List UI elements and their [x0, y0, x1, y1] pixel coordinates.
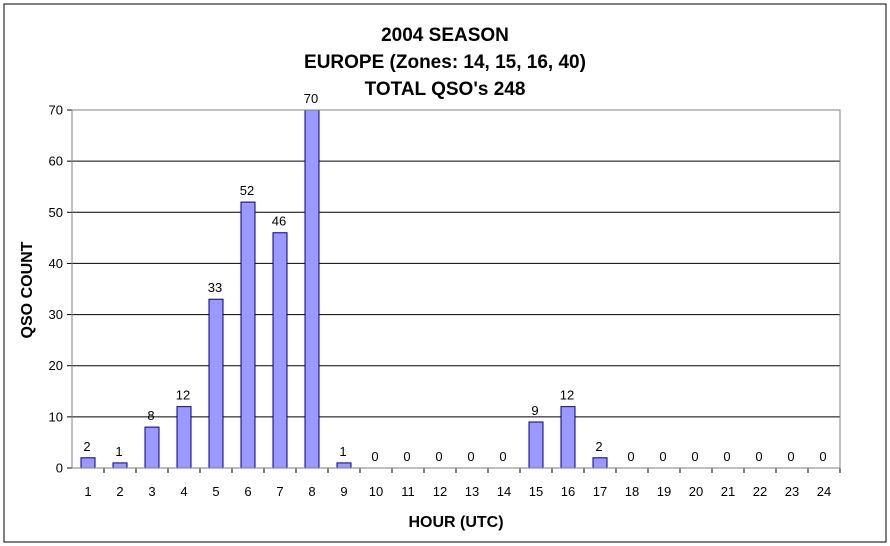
- x-tick-label: 1: [84, 484, 91, 499]
- plot-area: [71, 109, 841, 469]
- bar-hour-16: [560, 406, 576, 469]
- bar-hour-3: [144, 426, 160, 469]
- x-tick-label: 13: [465, 484, 479, 499]
- data-label-hour-8: 70: [304, 91, 318, 106]
- y-tick-label: 50: [49, 205, 63, 220]
- data-label-hour-12: 0: [435, 449, 442, 464]
- x-tick-label: 3: [148, 484, 155, 499]
- y-axis-title: QSO COUNT: [19, 241, 36, 338]
- x-tick-label: 18: [625, 484, 639, 499]
- x-tick-label: 6: [244, 484, 251, 499]
- bar-hour-1: [80, 457, 96, 469]
- bar-hour-4: [176, 406, 192, 469]
- data-label-hour-16: 12: [560, 388, 574, 403]
- data-label-hour-10: 0: [371, 449, 378, 464]
- bar-hour-5: [208, 298, 224, 469]
- chart-title-line-3: TOTAL QSO's 248: [365, 79, 526, 100]
- x-tick-label: 17: [593, 484, 607, 499]
- y-tick-label: 40: [49, 256, 63, 271]
- x-tick-label: 2: [116, 484, 123, 499]
- bar-hour-8: [304, 109, 320, 469]
- x-tick-label: 20: [689, 484, 703, 499]
- x-tick-label: 23: [785, 484, 799, 499]
- x-axis-ticks: 1 2 3 4 5 6 7 8 9 10 11 12 13 14 15 16 17 18 19 20 21 22 23 24: [84, 468, 841, 499]
- data-label-hour-15: 9: [531, 403, 538, 418]
- x-tick-label: 21: [721, 484, 735, 499]
- data-label-hour-1: 2: [83, 439, 90, 454]
- data-label-hour-3: 8: [147, 408, 154, 423]
- y-tick-label: 70: [49, 103, 63, 118]
- data-label-hour-24: 0: [819, 449, 826, 464]
- data-label-hour-6: 52: [240, 183, 254, 198]
- x-tick-label: 16: [561, 484, 575, 499]
- data-label-hour-11: 0: [403, 449, 410, 464]
- data-label-hour-5: 33: [208, 280, 222, 295]
- x-tick-label: 5: [212, 484, 219, 499]
- y-tick-label: 10: [49, 409, 63, 424]
- bar-hour-7: [272, 232, 288, 469]
- data-label-hour-21: 0: [723, 449, 730, 464]
- data-label-hour-18: 0: [627, 449, 634, 464]
- y-tick-label: 20: [49, 358, 63, 373]
- bars: [80, 109, 608, 469]
- data-label-hour-9: 1: [339, 444, 346, 459]
- data-labels: 2 1 8 12 33 52 46 70 1 0 0 0 0 0 9 12 2 0 0 0 0 0 0 0: [83, 91, 826, 464]
- data-label-hour-13: 0: [467, 449, 474, 464]
- bar-hour-2: [112, 462, 128, 469]
- bar-hour-9: [336, 462, 352, 469]
- x-tick-label: 14: [497, 484, 511, 499]
- x-tick-label: 10: [369, 484, 383, 499]
- x-tick-label: 4: [180, 484, 187, 499]
- x-tick-label: 24: [817, 484, 831, 499]
- bar-hour-6: [240, 201, 256, 469]
- chart-title-line-2: EUROPE (Zones: 14, 15, 16, 40): [304, 52, 586, 73]
- data-label-hour-4: 12: [176, 388, 190, 403]
- x-tick-label: 15: [529, 484, 543, 499]
- data-label-hour-14: 0: [499, 449, 506, 464]
- x-tick-label: 8: [308, 484, 315, 499]
- x-tick-label: 19: [657, 484, 671, 499]
- y-tick-label: 60: [49, 154, 63, 169]
- y-tick-label: 0: [56, 461, 63, 476]
- x-tick-label: 9: [340, 484, 347, 499]
- data-label-hour-22: 0: [755, 449, 762, 464]
- y-tick-label: 30: [49, 307, 63, 322]
- x-tick-label: 22: [753, 484, 767, 499]
- data-label-hour-17: 2: [595, 439, 602, 454]
- data-label-hour-7: 46: [272, 214, 286, 229]
- bar-hour-15: [528, 421, 544, 469]
- data-label-hour-19: 0: [659, 449, 666, 464]
- x-tick-label: 11: [401, 484, 415, 499]
- x-axis-title: HOUR (UTC): [408, 514, 503, 531]
- x-tick-label: 7: [276, 484, 283, 499]
- data-label-hour-20: 0: [691, 449, 698, 464]
- data-label-hour-23: 0: [787, 449, 794, 464]
- bar-hour-17: [592, 457, 608, 469]
- data-label-hour-2: 1: [115, 444, 122, 459]
- chart-title-line-1: 2004 SEASON: [381, 25, 509, 46]
- x-tick-label: 12: [433, 484, 447, 499]
